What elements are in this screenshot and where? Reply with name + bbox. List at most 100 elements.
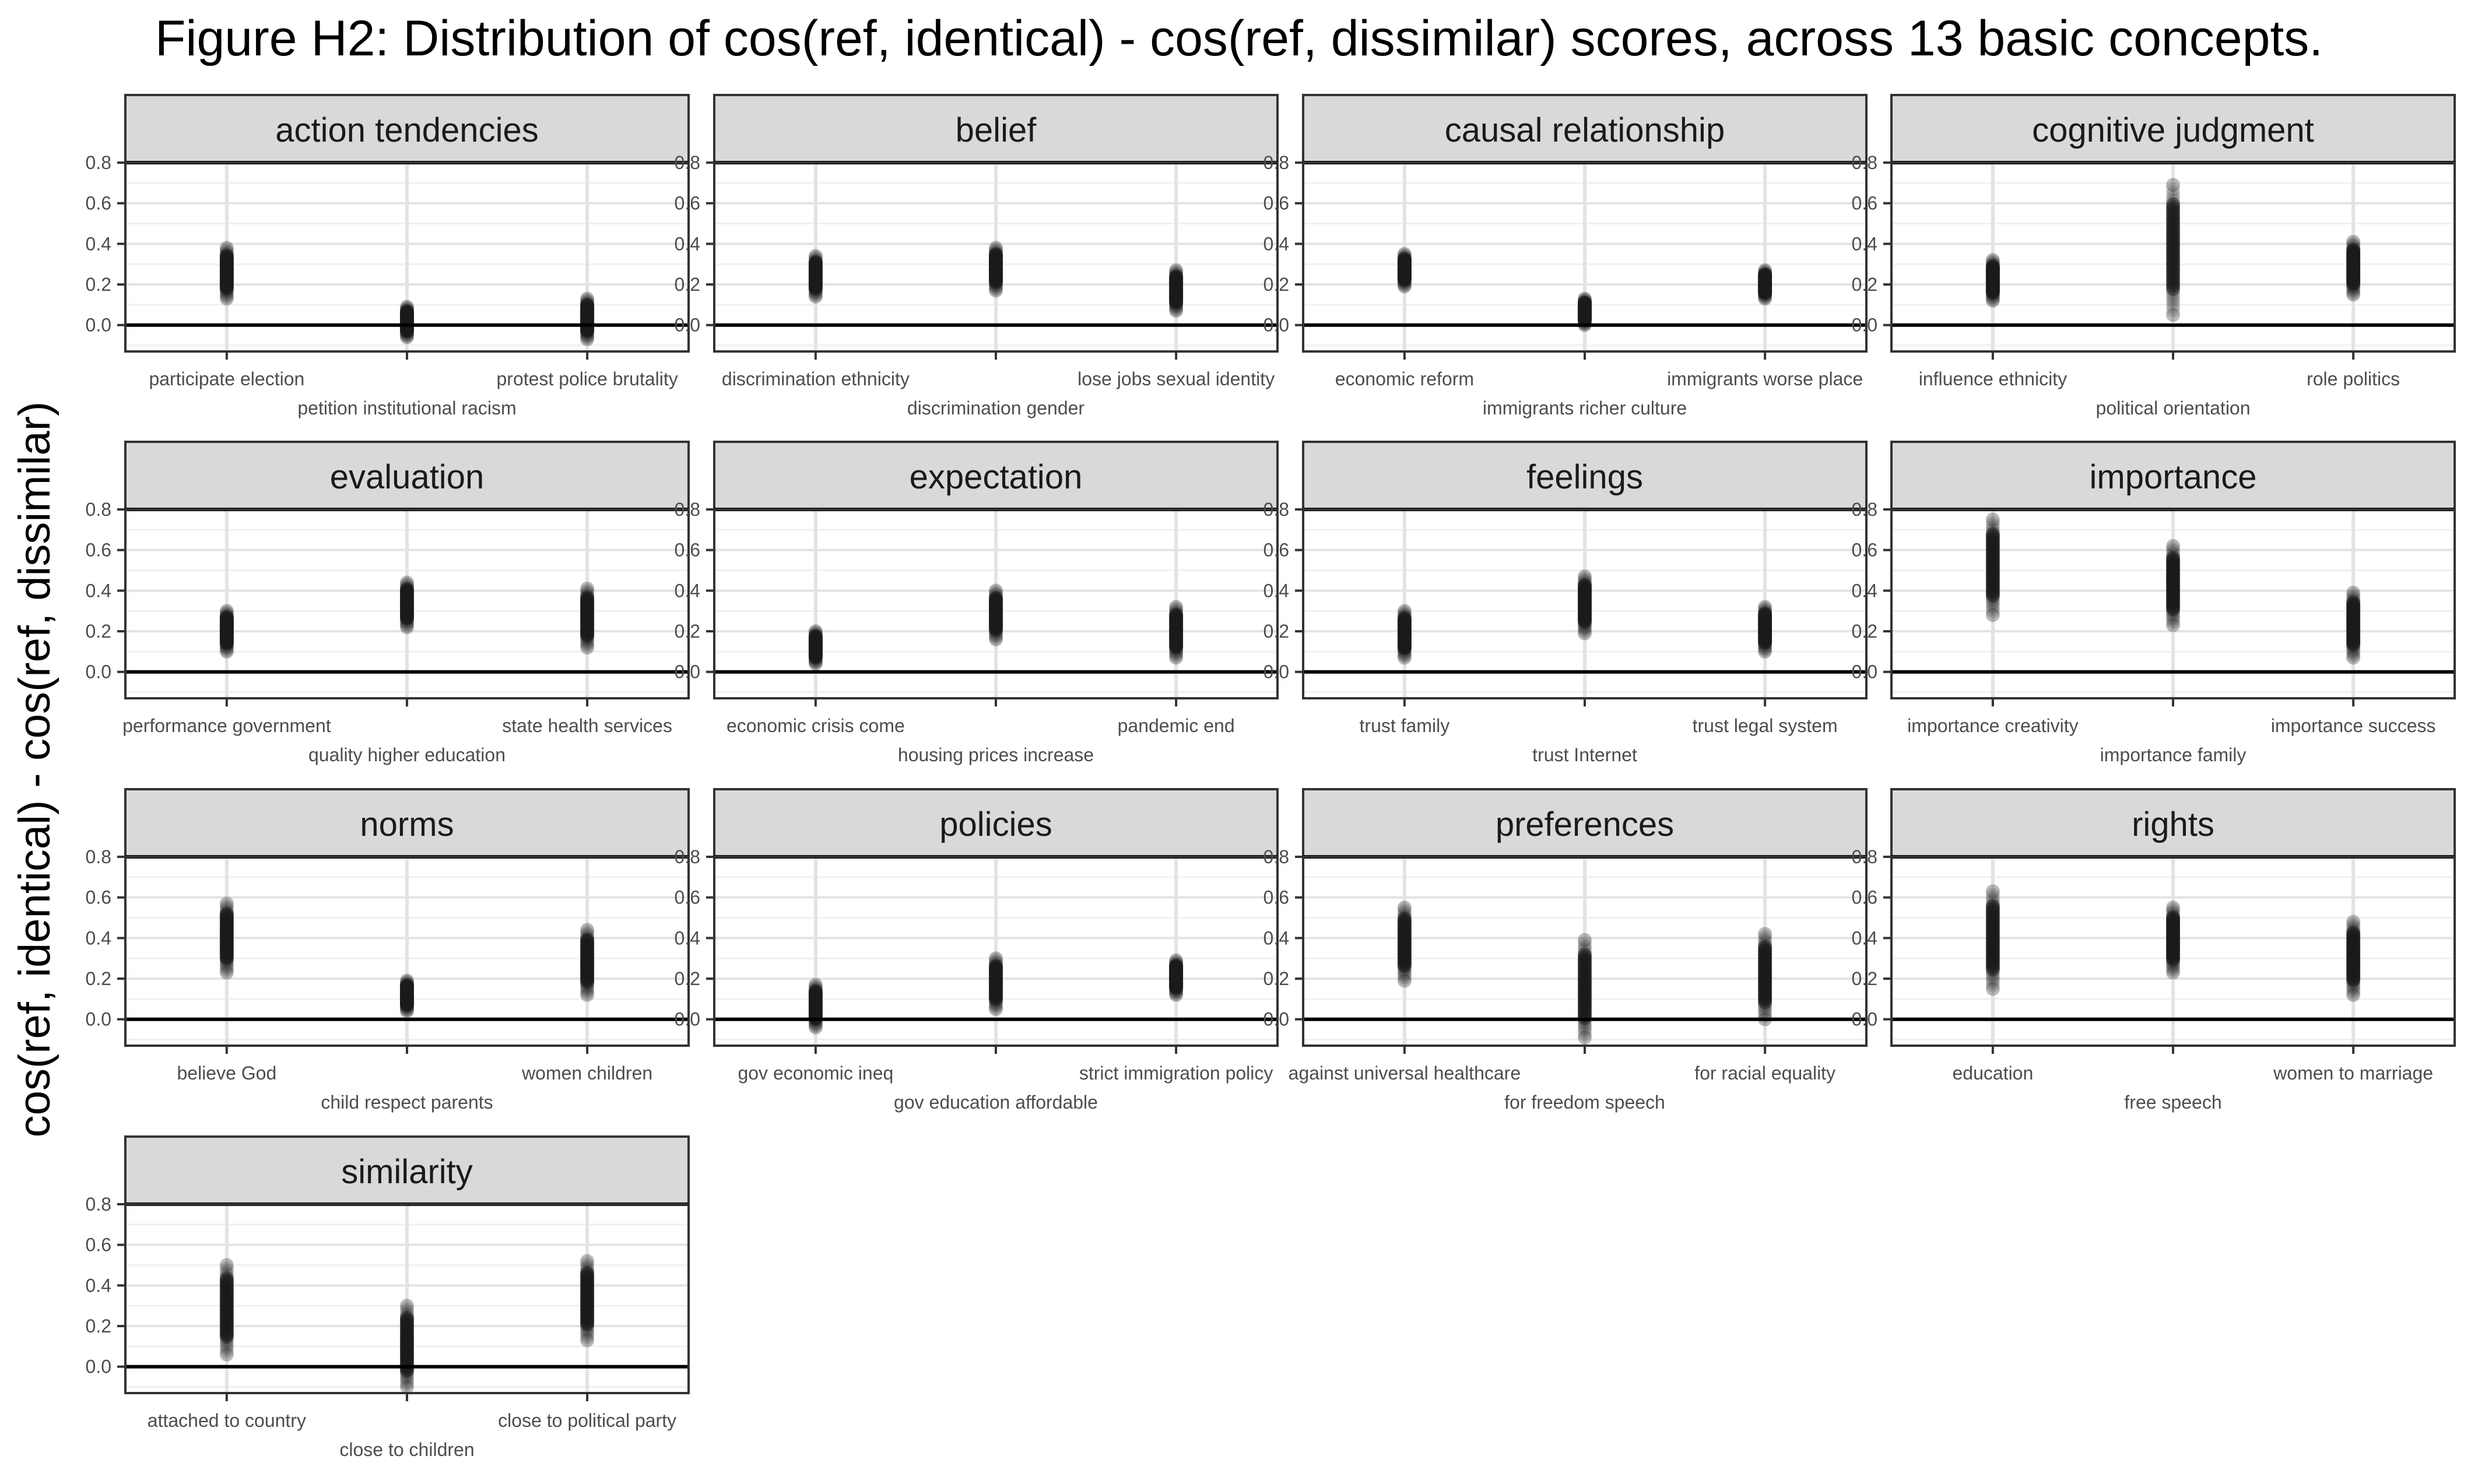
data-point [400,307,414,322]
data-point [219,261,234,275]
data-point [989,248,1003,262]
data-point [219,266,234,281]
data-point [400,326,414,340]
data-point [580,1333,595,1348]
data-point [1169,280,1184,294]
data-point [1578,301,1592,315]
y-tick-label: 0.4 [1263,233,1289,254]
data-point [1397,256,1412,270]
data-point [1397,265,1412,279]
data-point [219,289,234,303]
data-point [580,307,595,321]
y-tick-label: 0.8 [86,499,111,520]
data-point [1397,257,1412,272]
data-point [219,248,234,262]
data-point [1397,275,1412,289]
data-point [400,312,414,326]
y-tick-label: 0.2 [1852,274,1877,295]
data-point [989,256,1003,271]
data-point [1578,310,1592,325]
data-point [219,249,234,264]
data-point [808,282,823,296]
y-tick-label: 0.6 [1852,887,1877,908]
data-point [808,259,823,274]
data-point [219,277,234,291]
y-tick-label: 0.8 [86,1194,111,1215]
data-point [219,244,234,258]
data-point [219,258,234,273]
data-point [1578,303,1592,318]
y-tick-label: 0.0 [675,1009,700,1030]
data-point [989,258,1003,273]
data-point [989,250,1003,265]
y-tick-label: 0.0 [86,662,111,683]
data-point [808,256,823,271]
data-point [1578,569,1592,583]
data-point [580,330,595,345]
data-point [2346,287,2361,302]
data-point [1169,297,1184,311]
data-point [1169,270,1184,285]
x-tick-label: strict immigration policy [1079,1063,1273,1084]
data-point [1397,261,1412,276]
data-point [219,273,234,287]
y-tick-label: 0.2 [675,968,700,989]
data-point [1169,953,1184,968]
data-point [989,257,1003,272]
data-point [400,310,414,324]
data-point [808,256,823,270]
facet-panels: action tendencies 0.0 0.2 0.4 0.6 0.8 particip… [86,94,2456,1460]
data-point [1397,264,1412,279]
data-point [580,297,595,311]
data-point [1758,290,1772,305]
data-point [989,260,1003,275]
data-point [580,298,595,313]
data-point [400,330,414,344]
data-point [580,325,595,339]
data-point [580,303,595,317]
data-point [219,266,234,281]
data-point [989,270,1003,284]
data-point [580,305,595,319]
data-point [400,312,414,326]
data-point [580,297,595,312]
data-point [219,264,234,279]
data-point [580,303,595,318]
y-tick-label: 0.2 [675,274,700,295]
data-point [989,283,1003,298]
data-point [808,272,823,286]
data-point [1169,283,1184,298]
data-point [1169,294,1184,308]
data-point [989,273,1003,287]
y-tick-label: 0.6 [86,887,111,908]
data-point [1985,253,2000,268]
data-point [580,294,595,308]
data-point [1578,933,1592,947]
data-point [400,311,414,325]
data-point [1397,265,1412,280]
data-point [1758,290,1772,304]
data-point [1397,252,1412,267]
data-point [1578,307,1592,322]
data-point [1397,261,1412,275]
data-point [219,245,234,260]
data-point [1169,286,1184,300]
data-point [808,251,823,266]
data-point [989,258,1003,272]
data-point [1578,298,1592,312]
data-point [400,575,414,590]
data-point [808,275,823,290]
data-point [1578,947,1592,962]
data-point [1169,300,1184,315]
data-point [1985,608,2000,623]
data-point [400,307,414,321]
data-point [1578,312,1592,327]
data-point [219,644,234,659]
data-point [400,300,414,314]
data-point [989,632,1003,646]
data-point [1397,279,1412,294]
data-point [400,620,414,635]
data-point [1578,296,1592,310]
facet-panel: action tendencies 0.0 0.2 0.4 0.6 0.8 particip… [86,94,690,419]
data-point [2166,965,2180,980]
